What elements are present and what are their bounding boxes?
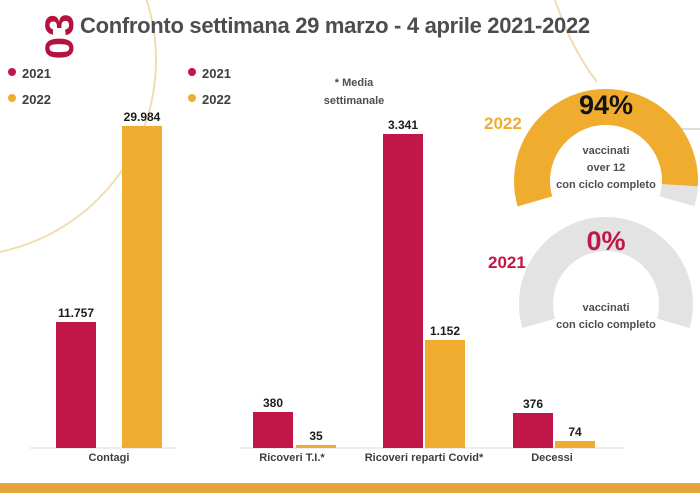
bar-ricoveri-reparti-2022 (425, 340, 465, 448)
bar-value-label: 376 (522, 397, 544, 411)
bar-value-label: 35 (309, 429, 323, 443)
gauge-year-2022: 2022 (484, 114, 522, 133)
bar-contagi-2021 (56, 322, 96, 448)
footnote-line-2: settimanale (323, 95, 385, 107)
legend-item-2021: 2021 (188, 66, 231, 85)
category-label-ricoveri-ti: Ricoveri T.I.* (259, 452, 325, 464)
bar-col-2021: 380 (253, 396, 293, 448)
legend-dot-2021 (188, 68, 196, 76)
axis-baseline-ricoveri-decessi (240, 447, 624, 449)
gauge-caption-line: vaccinati (582, 145, 630, 157)
bar-group-ricoveri-reparti: 3.341 1.152 (383, 118, 465, 448)
legend-item-2022: 2022 (188, 92, 231, 111)
gauge-year-2021: 2021 (488, 253, 526, 272)
category-label-contagi: Contagi (88, 452, 130, 464)
gauge-caption-line: con ciclo completo (556, 179, 656, 191)
gauge-caption-2022: vaccinati over 12 con ciclo completo (531, 143, 681, 194)
gauge-caption-line: con ciclo completo (556, 319, 656, 331)
bar-ricoveri-ti-2021 (253, 412, 293, 448)
bar-ricoveri-reparti-2021 (383, 134, 423, 448)
bar-contagi-2022 (122, 126, 162, 448)
legend-label-2022: 2022 (202, 92, 231, 107)
bar-col-2021: 3.341 (383, 118, 423, 448)
category-label-ricoveri-reparti: Ricoveri reparti Covid* (364, 452, 484, 464)
page-title: Confronto settimana 29 marzo - 4 aprile … (80, 13, 590, 38)
gauge-percent-2021: 0% (586, 226, 626, 256)
bar-col-2021: 11.757 (56, 306, 96, 448)
bar-value-label: 11.757 (57, 306, 95, 320)
footnote-media-settimanale: * Media settimanale (312, 74, 396, 110)
gauge-caption-2021: vaccinati con ciclo completo (531, 300, 681, 334)
legend-dot-2022 (8, 94, 16, 102)
bar-value-label: 1.152 (429, 324, 461, 338)
axis-baseline-contagi (30, 447, 176, 449)
bar-group-contagi: 11.757 29.984 (56, 110, 162, 448)
bar-value-label: 380 (262, 396, 284, 410)
bar-decessi-2021 (513, 413, 553, 448)
bar-value-label: 29.984 (123, 110, 161, 124)
bottom-accent-band (0, 483, 700, 493)
bar-col-2021: 376 (513, 397, 553, 448)
bar-col-2022: 35 (296, 429, 336, 448)
legend-chart-contagi: 2021 2022 (8, 66, 51, 118)
bar-col-2022: 29.984 (122, 110, 162, 448)
legend-dot-2022 (188, 94, 196, 102)
gauge-caption-line: over 12 (586, 162, 626, 174)
bar-group-ricoveri-ti: 380 35 (253, 396, 336, 448)
bar-value-label: 3.341 (387, 118, 419, 132)
bar-group-decessi: 376 74 (513, 397, 595, 448)
footnote-line-1: * Media (334, 77, 374, 89)
bar-col-2022: 74 (555, 425, 595, 448)
gauge-2022-vaccinated (514, 88, 698, 207)
category-label-decessi: Decessi (531, 452, 573, 464)
legend-label-2022: 2022 (22, 92, 51, 107)
legend-dot-2021 (8, 68, 16, 76)
gauge-percent-2022: 94% (578, 90, 634, 120)
legend-item-2021: 2021 (8, 66, 51, 85)
legend-item-2022: 2022 (8, 92, 51, 111)
bar-col-2022: 1.152 (425, 324, 465, 448)
bar-ricoveri-ti-2022 (296, 445, 336, 448)
legend-label-2021: 2021 (22, 66, 51, 81)
legend-chart-ricoveri: 2021 2022 (188, 66, 231, 118)
legend-label-2021: 2021 (202, 66, 231, 81)
gauge-caption-line: vaccinati (582, 302, 630, 314)
gauge-2021-vaccinated (519, 217, 693, 328)
bar-decessi-2022 (555, 441, 595, 448)
page-number: 03 (38, 12, 82, 60)
bar-value-label: 74 (568, 425, 582, 439)
